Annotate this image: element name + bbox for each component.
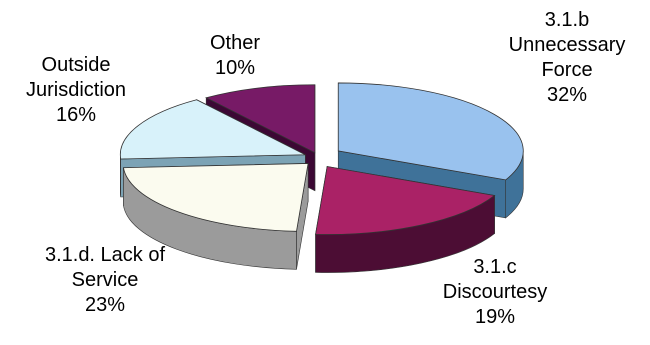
label-lack-of-service: 3.1.d. Lack of Service 23% xyxy=(20,243,190,318)
label-unnecessary-force-value: 32% xyxy=(546,84,588,106)
label-unnecessary-force-line1: 3.1.b xyxy=(544,9,590,31)
pie-slice-top-other xyxy=(205,84,316,154)
pie-slice-top-discourtesy xyxy=(315,166,496,235)
label-discourtesy-value: 19% xyxy=(474,306,516,328)
label-discourtesy-line1: 3.1.c xyxy=(473,256,517,278)
label-lack-of-service-line1: 3.1.d. Lack of xyxy=(44,244,166,266)
label-unnecessary-force-line2: Unnecessary xyxy=(508,34,626,56)
label-lack-of-service-value: 23% xyxy=(84,294,126,316)
label-discourtesy-line2: Discourtesy xyxy=(442,281,548,303)
pie-slice-top-outside-jurisdiction xyxy=(119,99,306,160)
label-other: Other 10% xyxy=(190,31,280,81)
label-unnecessary-force-line3: Force xyxy=(541,59,593,81)
label-outside-jurisdiction-line2: Jurisdiction xyxy=(25,79,127,101)
label-outside-jurisdiction-value: 16% xyxy=(55,104,97,126)
label-other-line1: Other xyxy=(209,32,261,54)
label-lack-of-service-line2: Service xyxy=(71,269,139,291)
label-other-value: 10% xyxy=(214,57,256,79)
label-discourtesy: 3.1.c Discourtesy 19% xyxy=(420,255,570,330)
pie-slice-top-unnecessary-force xyxy=(337,82,524,181)
label-unnecessary-force: 3.1.b Unnecessary Force 32% xyxy=(492,8,642,108)
pie-slice-top-lack-of-service xyxy=(122,163,309,232)
label-outside-jurisdiction-line1: Outside xyxy=(41,54,111,76)
label-outside-jurisdiction: Outside Jurisdiction 16% xyxy=(6,53,146,128)
